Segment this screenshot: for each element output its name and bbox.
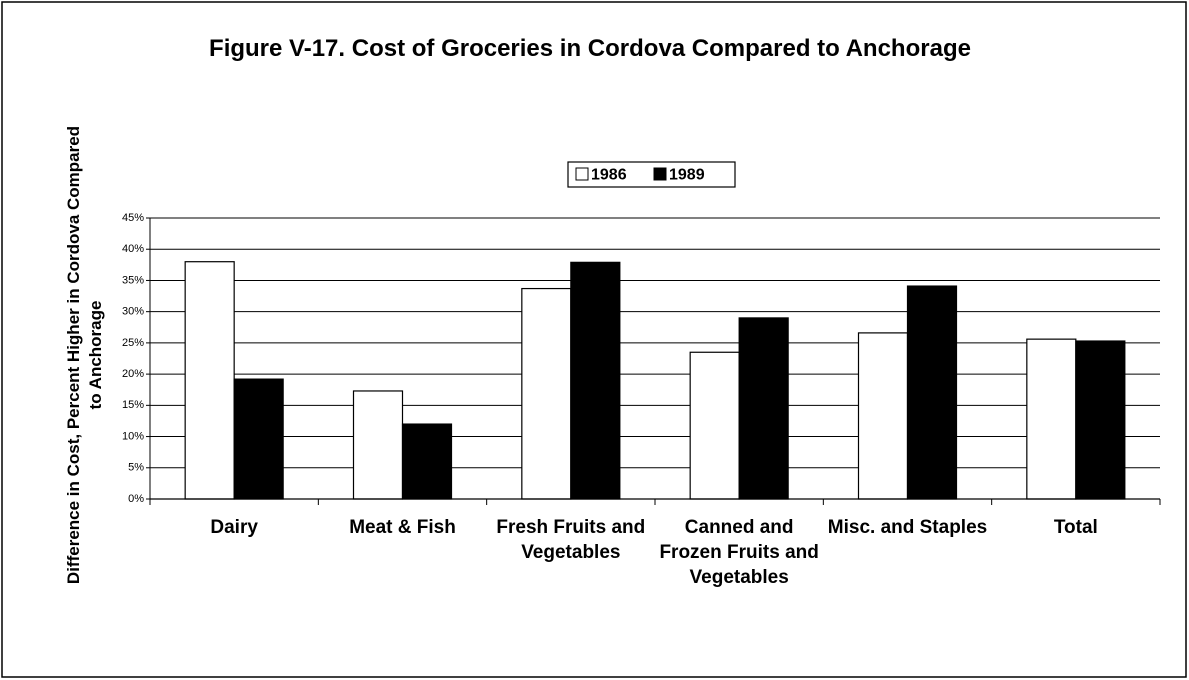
bar — [352, 390, 404, 500]
y-axis-label: Difference in Cost, Percent Higher in Co… — [64, 125, 105, 585]
legend-swatch — [575, 167, 589, 181]
x-label-box: Canned and Frozen Fruits and Vegetables — [659, 517, 819, 588]
chart-title: Figure V-17. Cost of Groceries in Cordov… — [209, 35, 971, 62]
y-tick-label: 10% — [122, 430, 144, 442]
y-tick-label: 25% — [122, 337, 144, 349]
bar — [906, 285, 958, 500]
x-label-box: Total — [1053, 517, 1098, 538]
x-label-box: Misc. and Staples — [827, 517, 988, 538]
bar — [521, 287, 572, 500]
y-tick-label: 30% — [122, 306, 144, 318]
bar — [689, 351, 740, 500]
legend-box — [567, 161, 736, 188]
y-tick-label: 40% — [122, 243, 144, 255]
x-label-box: Dairy — [210, 517, 258, 538]
bar — [184, 261, 235, 500]
y-tick-label: 45% — [122, 212, 144, 224]
bar — [1026, 338, 1077, 500]
legend-label: 1986 — [591, 167, 627, 184]
x-tick-label: Fresh Fruits and Vegetables — [496, 517, 646, 563]
bar — [1075, 340, 1126, 500]
x-label-box: Fresh Fruits and Vegetables — [496, 517, 646, 563]
y-tick-label: 15% — [122, 399, 144, 411]
x-label-box: Meat & Fish — [349, 517, 456, 538]
x-tick-label: Misc. and Staples — [827, 517, 988, 538]
y-tick-label: 0% — [128, 493, 144, 505]
bar — [570, 261, 621, 500]
y-tick-label: 20% — [122, 368, 144, 380]
x-tick-label: Meat & Fish — [349, 517, 456, 538]
x-tick-label: Dairy — [210, 517, 258, 538]
bar — [857, 332, 909, 500]
x-tick-label: Canned and Frozen Fruits and Vegetables — [659, 517, 819, 588]
y-tick-label: 35% — [122, 274, 144, 286]
bar — [401, 423, 453, 500]
legend-swatch — [653, 167, 667, 181]
x-tick-label: Total — [1053, 517, 1098, 538]
legend-label: 1989 — [669, 167, 705, 184]
bar — [738, 317, 789, 500]
bar — [233, 378, 284, 500]
y-tick-label: 5% — [128, 462, 144, 474]
